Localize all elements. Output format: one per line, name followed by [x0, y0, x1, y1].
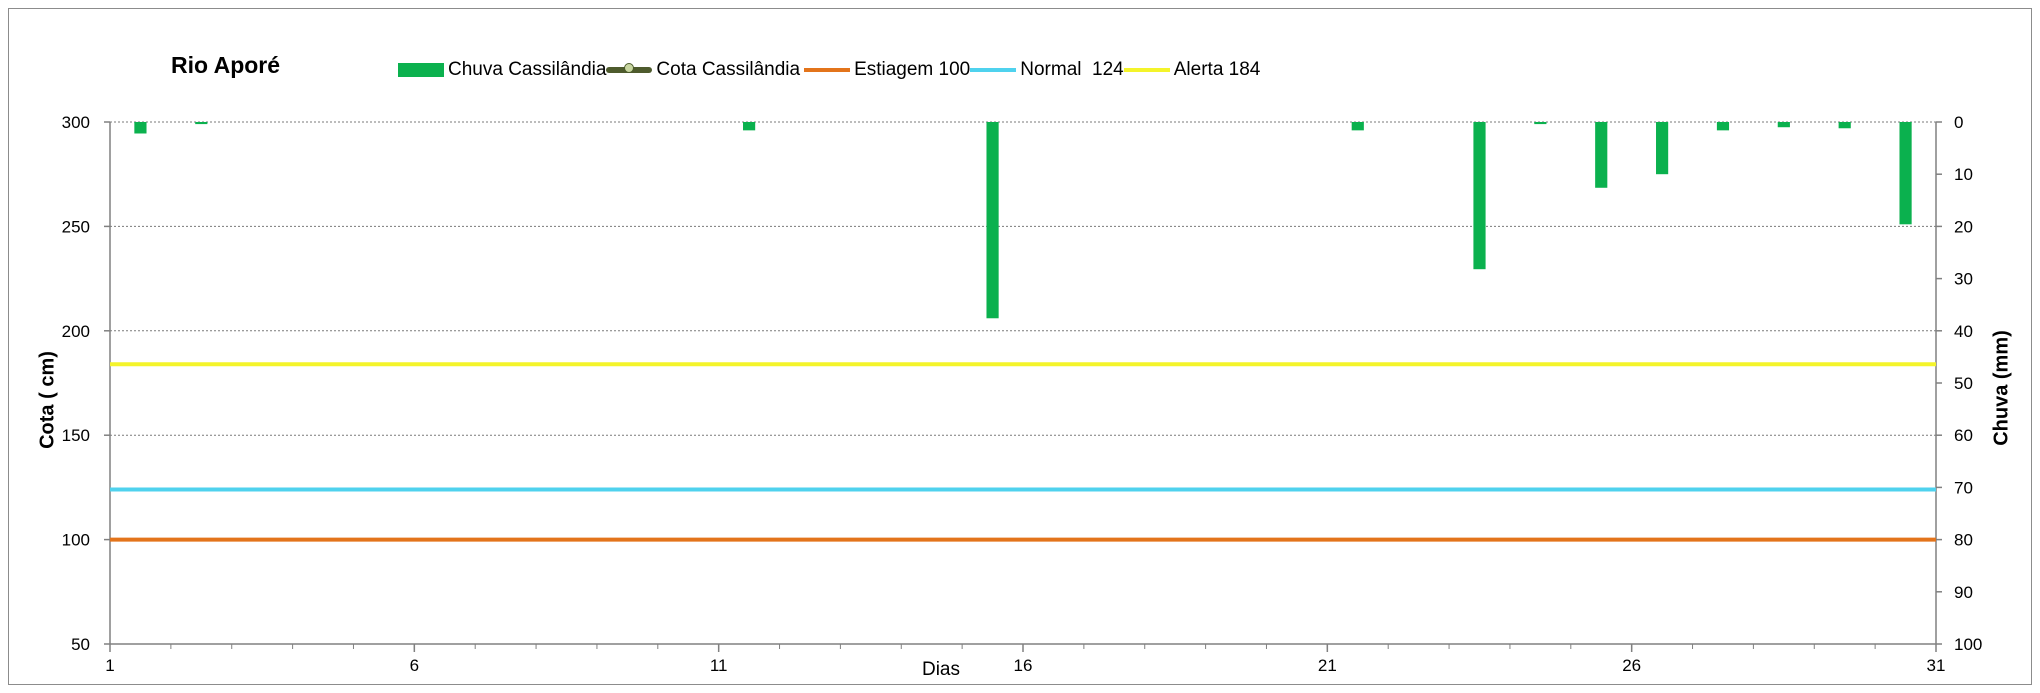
y-left-tick-label: 100 — [62, 531, 90, 550]
y-right-tick-label: 20 — [1954, 217, 1973, 236]
rain-bar — [1351, 122, 1364, 131]
y-right-tick-label: 40 — [1954, 322, 1973, 341]
legend-label-alerta: Alerta 184 — [1173, 59, 1261, 80]
rain-bar — [195, 122, 208, 125]
legend-swatch-cota — [606, 63, 653, 73]
legend-swatch-estiagem — [804, 68, 851, 72]
y-right-tick-label: 30 — [1954, 270, 1973, 289]
legend-item-cota: Cota Cassilândia — [606, 59, 800, 81]
y-right-tick-label: 90 — [1954, 583, 1973, 602]
y-left-tick-label: 50 — [71, 635, 90, 654]
chart-title: Rio Aporé — [171, 52, 281, 78]
y-right-tick-label: 60 — [1954, 426, 1973, 445]
legend-item-alerta: Alerta 184 — [1123, 59, 1261, 81]
x-tick-label: 31 — [1927, 656, 1946, 675]
y-right-tick-label: 0 — [1954, 113, 1963, 132]
legend-item-estiagem: Estiagem 100 — [804, 59, 970, 81]
y-axis-left-label: Cota ( cm) — [36, 351, 59, 449]
legend-label-cota: Cota Cassilândia — [656, 59, 801, 80]
y-right-tick-label: 100 — [1954, 635, 1982, 654]
y-axis-right-label: Chuva (mm) — [1990, 330, 2013, 446]
rain-bar — [1838, 122, 1851, 129]
rain-bar — [1473, 122, 1486, 270]
legend-item-chuva: Chuva Cassilândia — [398, 59, 606, 81]
rain-bar — [986, 122, 999, 319]
chart-legend: Chuva Cassilândia Cota Cassilândia Estia… — [398, 56, 1260, 84]
rain-bar — [1899, 122, 1912, 225]
legend-swatch-alerta — [1123, 68, 1170, 72]
x-tick-label: 21 — [1318, 656, 1337, 675]
x-tick-label: 11 — [710, 656, 728, 675]
x-axis-label: Dias — [921, 659, 961, 680]
legend-label-normal: Normal 124 — [1020, 59, 1124, 80]
legend-label-chuva: Chuva Cassilândia — [448, 59, 607, 80]
y-left-tick-label: 300 — [62, 113, 90, 132]
rain-bar — [1534, 122, 1547, 125]
y-left-tick-label: 200 — [62, 322, 90, 341]
x-tick-label: 16 — [1014, 656, 1033, 675]
rain-bar — [1595, 122, 1608, 188]
y-left-tick-label: 250 — [62, 217, 90, 236]
rain-bar — [1656, 122, 1669, 175]
y-right-tick-label: 70 — [1954, 478, 1973, 497]
legend-item-normal: Normal 124 — [970, 59, 1124, 81]
y-right-tick-label: 10 — [1954, 165, 1973, 184]
rain-bar — [743, 122, 756, 131]
rain-bar — [1777, 122, 1790, 128]
x-tick-label: 1 — [105, 656, 114, 675]
x-tick-label: 26 — [1622, 656, 1641, 675]
rain-bar — [1716, 122, 1730, 131]
chart-frame — [8, 8, 2032, 685]
legend-swatch-normal — [970, 68, 1017, 72]
legend-swatch-chuva — [398, 63, 444, 77]
legend-label-estiagem: Estiagem 100 — [854, 59, 971, 80]
rain-bar — [134, 122, 147, 134]
y-right-tick-label: 80 — [1954, 531, 1973, 550]
y-left-tick-label: 150 — [62, 426, 90, 445]
x-tick-label: 6 — [410, 656, 419, 675]
y-right-tick-label: 50 — [1954, 374, 1973, 393]
